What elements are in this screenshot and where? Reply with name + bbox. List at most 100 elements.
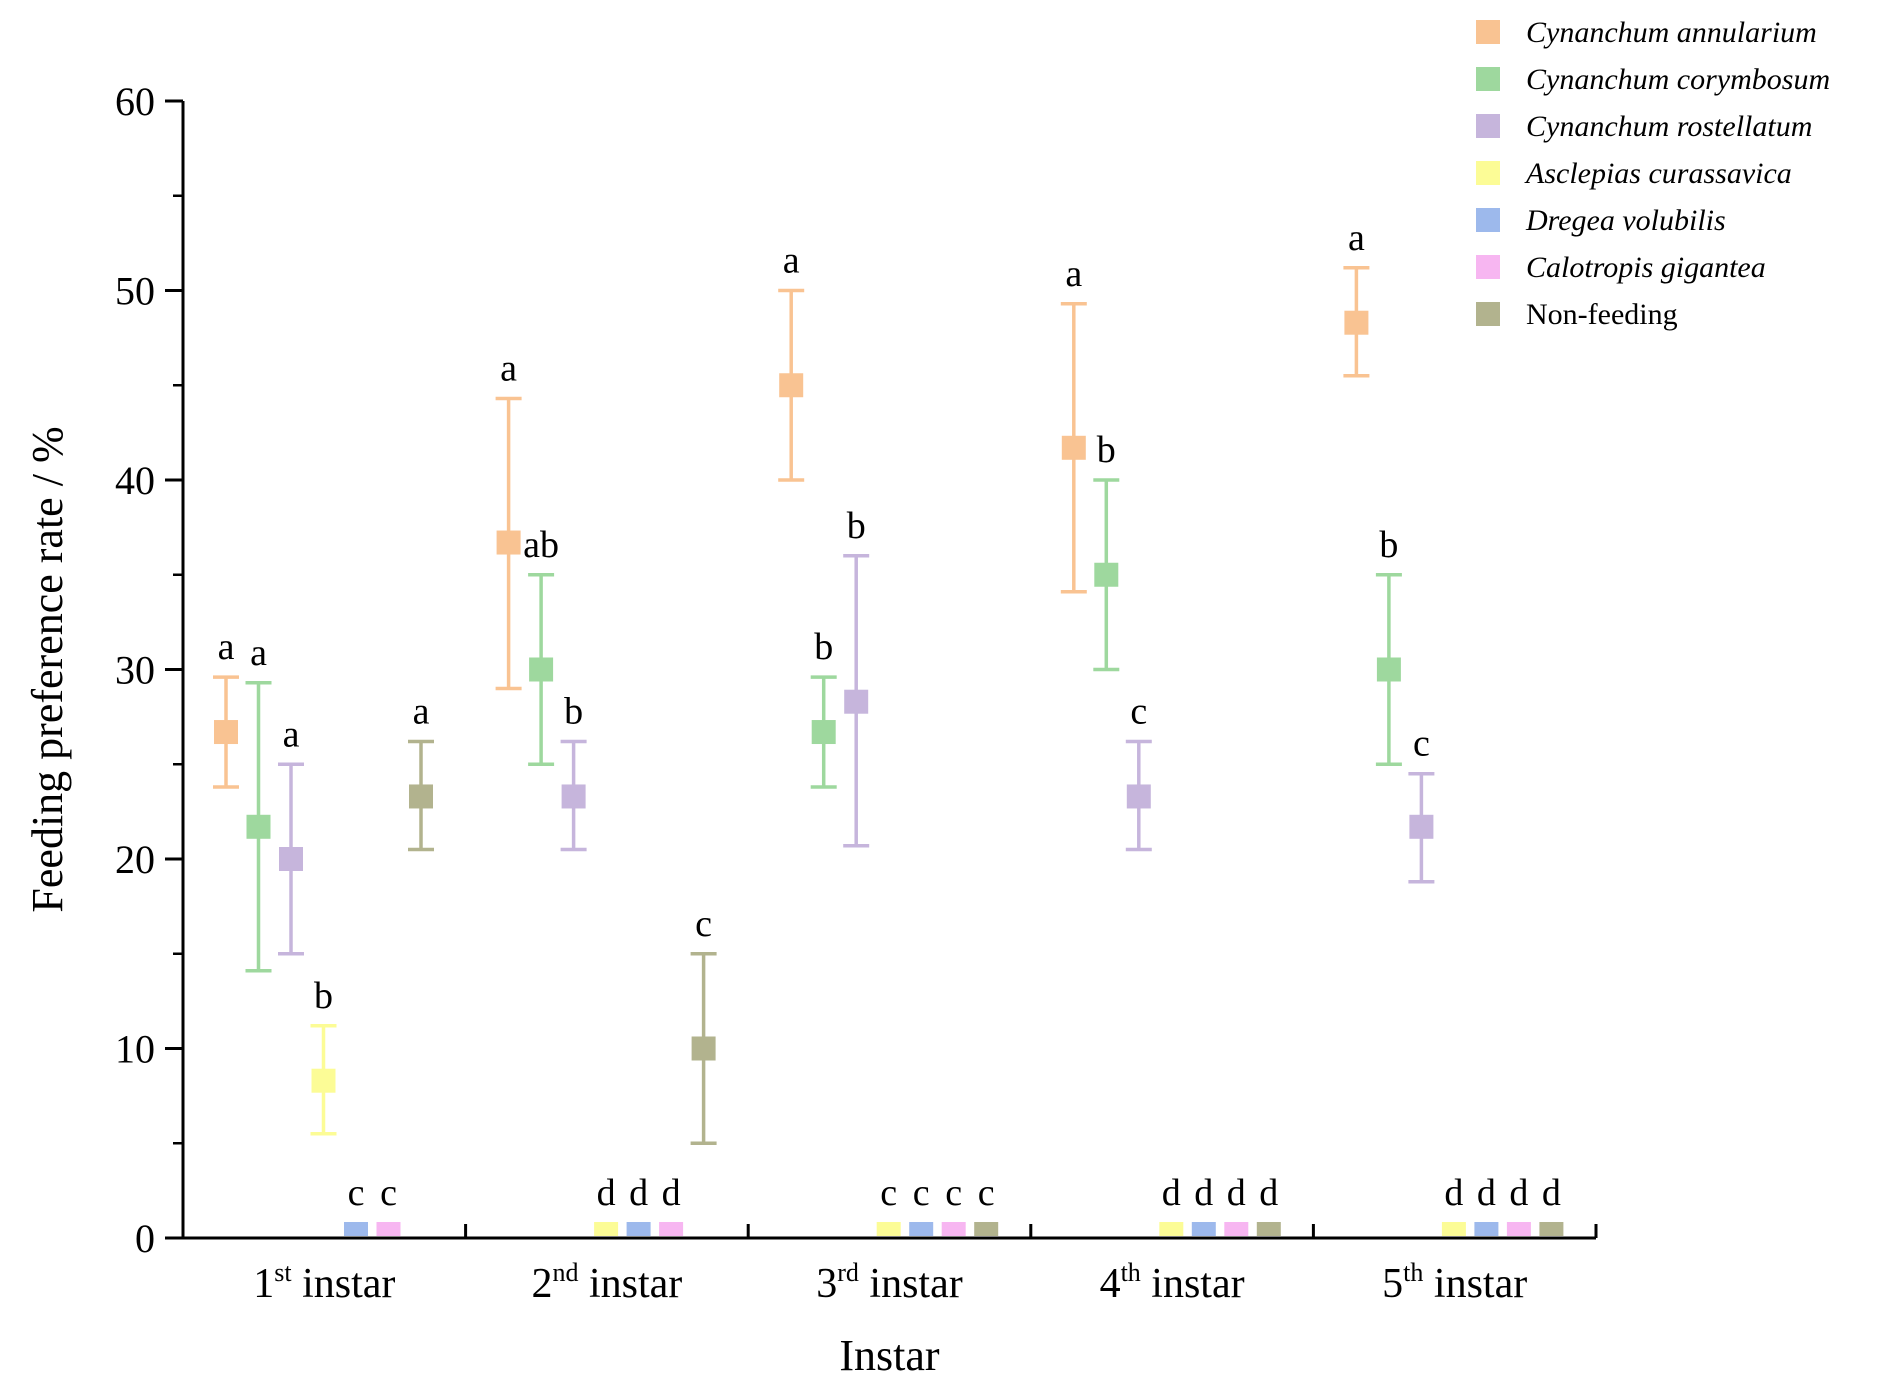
significance-label: b — [314, 975, 333, 1017]
significance-label: a — [250, 632, 267, 674]
data-point — [779, 373, 804, 398]
x-tick-label: 5th instar — [1382, 1258, 1527, 1307]
significance-label: c — [880, 1172, 897, 1214]
data-point — [1409, 814, 1434, 839]
data-point — [214, 720, 238, 745]
significance-label: d — [629, 1172, 648, 1214]
data-point — [1539, 1222, 1564, 1236]
data-point — [496, 530, 521, 555]
y-tick-label: 50 — [115, 269, 155, 314]
y-tick-label: 30 — [115, 648, 155, 693]
data-point — [409, 784, 433, 809]
legend-label: Cynanchum corymbosum — [1526, 63, 1830, 96]
data-point — [311, 1068, 336, 1093]
significance-label: d — [1509, 1172, 1528, 1214]
data-point — [1344, 310, 1369, 335]
data-point — [561, 784, 586, 809]
significance-label: d — [1227, 1172, 1246, 1214]
legend-swatch — [1476, 20, 1500, 44]
data-point — [626, 1222, 651, 1236]
significance-label: a — [500, 348, 517, 390]
significance-label: a — [413, 691, 430, 733]
y-tick-label: 20 — [115, 837, 155, 882]
x-tick-label: 4th instar — [1100, 1258, 1245, 1307]
data-point — [246, 814, 271, 839]
x-tick-label: 2nd instar — [531, 1258, 682, 1307]
significance-label: d — [1542, 1172, 1561, 1214]
significance-label: c — [348, 1172, 365, 1214]
legend-swatch — [1476, 208, 1500, 232]
y-tick-label: 0 — [135, 1216, 155, 1261]
significance-label: d — [662, 1172, 681, 1214]
significance-label: b — [814, 626, 833, 668]
legend-label: Cynanchum rostellatum — [1526, 110, 1812, 143]
data-point — [594, 1222, 619, 1236]
significance-label: a — [218, 626, 235, 668]
significance-label: d — [1194, 1172, 1213, 1214]
legend: Cynanchum annularium Cynanchum corymbosum… — [1476, 16, 1830, 331]
significance-label: d — [1444, 1172, 1463, 1214]
data-point — [1061, 435, 1086, 460]
significance-label: c — [1130, 691, 1147, 733]
y-tick-label: 10 — [115, 1027, 155, 1072]
data-point — [1256, 1222, 1281, 1236]
significance-label: c — [1413, 723, 1430, 765]
data-point — [659, 1222, 684, 1236]
data-point — [344, 1222, 368, 1236]
significance-label: a — [283, 713, 300, 755]
significance-label: ab — [523, 524, 559, 566]
data-point — [376, 1222, 401, 1236]
legend-swatch — [1476, 255, 1500, 279]
data-point — [1191, 1222, 1216, 1236]
data-point — [1224, 1222, 1249, 1236]
y-axis-title: Feeding preference rate / % — [23, 426, 72, 912]
legend-label: Non-feeding — [1526, 298, 1678, 331]
y-tick-label: 40 — [115, 458, 155, 503]
x-axis-title: Instar — [839, 1331, 940, 1380]
data-point — [941, 1222, 966, 1236]
data-point — [1159, 1222, 1184, 1236]
legend-swatch — [1476, 114, 1500, 138]
data-point — [909, 1222, 934, 1236]
x-tick-label: 3rd instar — [816, 1258, 962, 1307]
significance-label: d — [1259, 1172, 1278, 1214]
significance-label: d — [1162, 1172, 1181, 1214]
data-point — [1094, 562, 1119, 587]
legend-label: Dregea volubilis — [1525, 204, 1726, 237]
legend-label: Asclepias curassavica — [1524, 157, 1792, 190]
legend-swatch — [1476, 302, 1500, 326]
data-point — [1441, 1222, 1466, 1236]
significance-label: c — [380, 1172, 397, 1214]
data-point — [1506, 1222, 1531, 1236]
significance-label: c — [695, 903, 712, 945]
legend-label: Calotropis gigantea — [1526, 251, 1766, 284]
significance-label: b — [1379, 524, 1398, 566]
data-point — [691, 1036, 716, 1061]
data-point — [876, 1222, 901, 1236]
data-point — [974, 1222, 999, 1236]
data-point — [844, 689, 869, 714]
y-tick-label: 60 — [115, 79, 155, 124]
significance-label: d — [597, 1172, 616, 1214]
significance-label: c — [945, 1172, 962, 1214]
significance-label: b — [1097, 429, 1116, 471]
data-point — [811, 720, 836, 745]
significance-label: a — [783, 240, 800, 282]
significance-label: c — [978, 1172, 995, 1214]
legend-label: Cynanchum annularium — [1526, 16, 1817, 49]
significance-label: a — [1065, 253, 1082, 295]
legend-swatch — [1476, 67, 1500, 91]
significance-label: a — [1348, 217, 1365, 259]
data-point — [1126, 784, 1151, 809]
axes: 0 10 20 30 40 50 60 1st instar 2nd instar 3rd ins… — [23, 79, 1598, 1380]
legend-swatch — [1476, 161, 1500, 185]
data-point — [1376, 657, 1401, 682]
data-point — [529, 657, 554, 682]
x-tick-label: 1st instar — [253, 1258, 395, 1307]
data-point — [279, 847, 303, 871]
significance-label: b — [847, 505, 866, 547]
significance-label: c — [913, 1172, 930, 1214]
significance-label: b — [564, 691, 583, 733]
data-point — [1474, 1222, 1499, 1236]
